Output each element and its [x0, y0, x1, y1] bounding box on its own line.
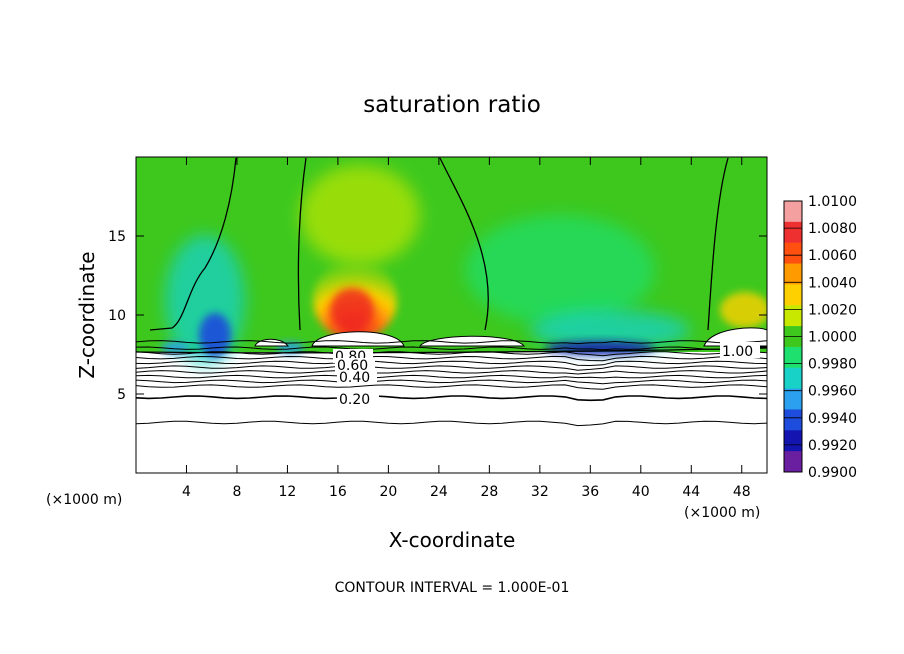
colorbar-swatch [784, 305, 802, 327]
contour-line [136, 355, 767, 362]
colorbar-swatch [784, 451, 802, 473]
y-tick-label: 10 [108, 308, 126, 324]
y-tick-label: 15 [108, 229, 126, 245]
y-axis-label: Z-coordinate [75, 251, 99, 378]
colorbar-swatch [784, 284, 802, 306]
colorbar-swatch [784, 388, 802, 410]
colorbar-level-label: 0.9900 [808, 465, 857, 481]
contour-line [136, 360, 767, 367]
contour-line [136, 379, 767, 385]
x-tick-label: 44 [682, 484, 700, 500]
colorbar-level-label: 1.0020 [808, 302, 857, 318]
x-tick-label: 20 [379, 484, 397, 500]
colorbar-swatch [784, 201, 802, 223]
contour-lines [136, 340, 767, 427]
colorbar-level-label: 0.9940 [808, 411, 857, 427]
contour-line [136, 374, 767, 379]
x-tick-label: 40 [632, 484, 650, 500]
colorbar-level-label: 1.0000 [808, 330, 857, 346]
contour-line [136, 395, 767, 402]
x-tick-label: 36 [581, 484, 599, 500]
x-tick-label: 24 [430, 484, 448, 500]
y-tick-label: 5 [117, 387, 126, 403]
contour-label-100: 1.00 [722, 344, 753, 360]
x-axis-label: X-coordinate [389, 528, 516, 552]
colorbar-level-label: 1.0040 [808, 275, 857, 291]
contour-line [136, 420, 767, 427]
colorbar-swatch [784, 367, 802, 390]
contour-line [136, 370, 767, 375]
x-tick-label: 16 [329, 484, 347, 500]
x-unit-label-right: (×1000 m) [684, 505, 760, 521]
colorbar-level-label: 1.0100 [808, 194, 857, 210]
x-tick-label: 28 [480, 484, 498, 500]
plot-area [136, 157, 767, 473]
contour-line [136, 340, 767, 345]
colorbar: 1.0100 1.0080 1.0060 1.0040 1.0020 1.0000 0.99… [783, 194, 857, 481]
contour-line [136, 346, 767, 351]
contour-line [136, 384, 767, 390]
contour-1.00 [136, 157, 767, 354]
contour-line [136, 365, 767, 371]
colorbar-swatch [784, 430, 802, 452]
colorbar-level-label: 0.9960 [808, 384, 857, 400]
colorbar-swatch [784, 263, 802, 285]
x-tick-label: 8 [232, 484, 241, 500]
contour-label-040: 0.40 [339, 370, 370, 386]
contour-labels: 1.00 0.80 0.60 0.40 0.20 [333, 342, 760, 408]
x-unit-label-left: (×1000 m) [46, 492, 122, 508]
x-tick-label: 32 [531, 484, 549, 500]
x-tick-label: 12 [279, 484, 297, 500]
x-tick-label: 48 [733, 484, 751, 500]
colorbar-level-label: 0.9980 [808, 357, 857, 373]
colorbar-swatch [784, 242, 802, 265]
colorbar-swatch [784, 346, 802, 369]
colorbar-level-label: 1.0080 [808, 221, 857, 237]
y-axis: 5 10 15 [108, 229, 767, 403]
colorbar-level-label: 0.9920 [808, 438, 857, 454]
colorbar-swatch [784, 221, 802, 244]
contour-interval-note: CONTOUR INTERVAL = 1.000E-01 [335, 580, 570, 596]
contour-label-020: 0.20 [339, 392, 370, 408]
x-axis: 4 8 12 16 20 24 28 32 36 40 44 48 [182, 157, 751, 500]
colorbar-swatch [784, 409, 802, 431]
field-shading [161, 165, 767, 365]
cloud-caps [254, 327, 767, 347]
x-tick-label: 4 [182, 484, 191, 500]
contour-line [136, 351, 767, 357]
colorbar-level-label: 1.0060 [808, 248, 857, 264]
chart-title: saturation ratio [363, 92, 541, 118]
